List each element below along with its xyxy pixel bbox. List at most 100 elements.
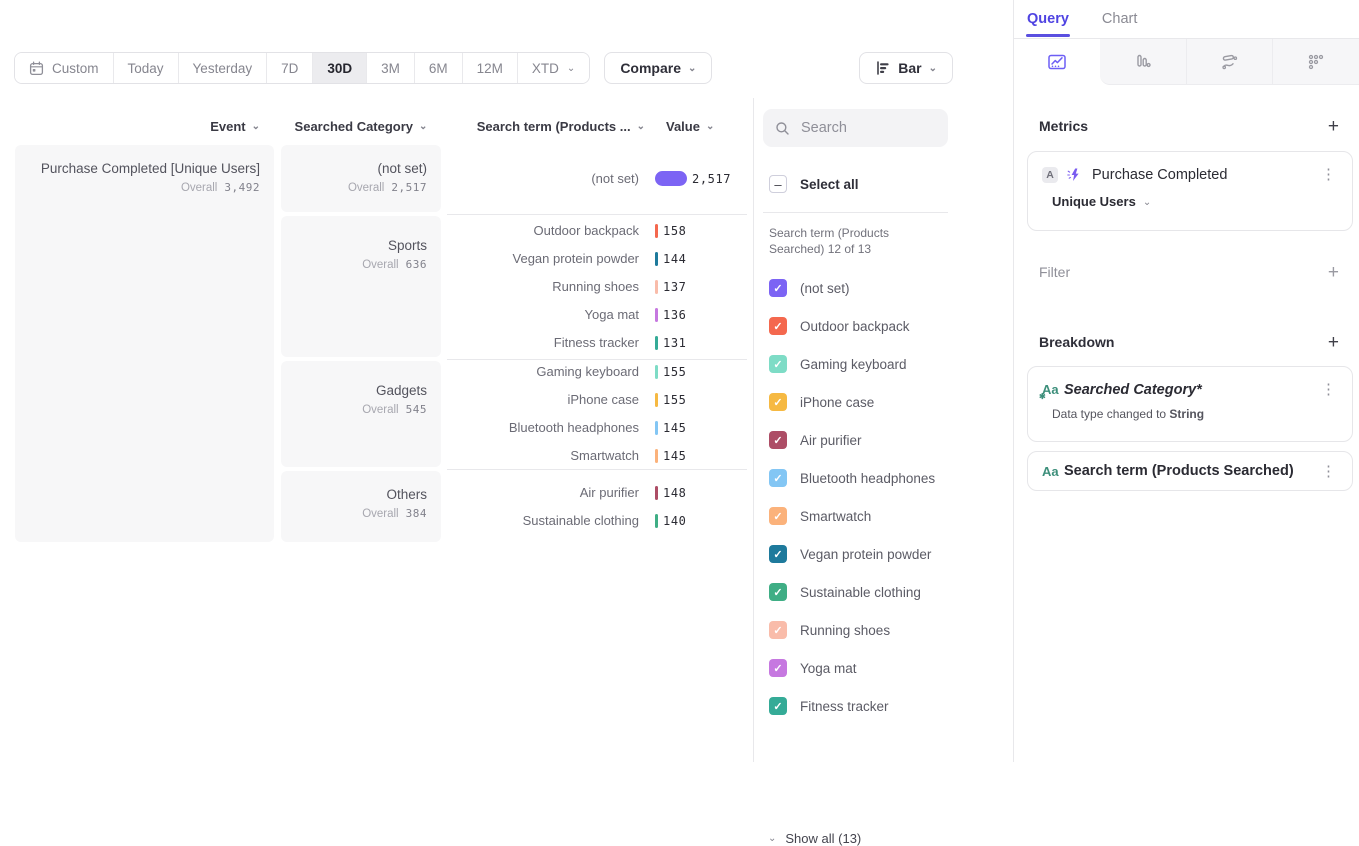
value-bar[interactable] bbox=[655, 335, 658, 350]
select-all-label: Select all bbox=[800, 176, 859, 192]
filter-item-label: Bluetooth headphones bbox=[800, 470, 936, 486]
checkbox-not-set[interactable]: ✓ bbox=[769, 279, 787, 297]
checkbox-yoga-mat[interactable]: ✓ bbox=[769, 659, 787, 677]
category-cell-others[interactable]: Others Overall 384 bbox=[281, 471, 441, 542]
term-row-air-purifier[interactable]: Air purifier bbox=[579, 484, 639, 500]
value-bar[interactable] bbox=[655, 421, 658, 435]
value-bar[interactable] bbox=[655, 393, 658, 407]
value-bar[interactable] bbox=[655, 171, 687, 186]
breakdown-card-searched-category[interactable]: Aa ✱ Searched Category* ⋮ Data type chang… bbox=[1027, 366, 1353, 442]
checkbox-smartwatch[interactable]: ✓ bbox=[769, 507, 787, 525]
date-range-today[interactable]: Today bbox=[113, 53, 179, 83]
filter-item-vegan-protein-powder[interactable]: ✓ Vegan protein powder bbox=[769, 545, 931, 563]
value-bar[interactable] bbox=[655, 223, 658, 238]
checkbox-fitness-tracker[interactable]: ✓ bbox=[769, 697, 787, 715]
view-tab-insights[interactable] bbox=[1014, 39, 1101, 85]
add-metric-button[interactable]: + bbox=[1327, 115, 1339, 137]
flows-icon bbox=[1220, 52, 1240, 72]
value-bar[interactable] bbox=[655, 251, 658, 266]
checkbox-running-shoes[interactable]: ✓ bbox=[769, 621, 787, 639]
date-range-30d[interactable]: 30D bbox=[313, 53, 368, 83]
metric-card[interactable]: A Purchase Completed ⋮ Unique Users ⌄ bbox=[1027, 151, 1353, 231]
filter-item-running-shoes[interactable]: ✓ Running shoes bbox=[769, 621, 890, 639]
compare-button[interactable]: Compare ⌄ bbox=[604, 52, 713, 84]
overall-label: Overall bbox=[362, 508, 399, 520]
column-header-event[interactable]: Event ⌄ bbox=[210, 118, 260, 134]
filter-item-bluetooth-headphones[interactable]: ✓ Bluetooth headphones bbox=[769, 469, 935, 487]
filter-item-smartwatch[interactable]: ✓ Smartwatch bbox=[769, 507, 871, 525]
view-tab-distribution[interactable] bbox=[1100, 39, 1186, 84]
checkbox-bluetooth-headphones[interactable]: ✓ bbox=[769, 469, 787, 487]
select-all-row[interactable]: – Select all bbox=[769, 175, 859, 193]
column-header-searched-category[interactable]: Searched Category ⌄ bbox=[294, 118, 428, 134]
category-cell-sports[interactable]: Sports Overall 636 bbox=[281, 216, 441, 357]
date-range-xtd[interactable]: XTD ⌄ bbox=[517, 53, 590, 83]
term-row-smartwatch[interactable]: Smartwatch bbox=[570, 448, 639, 463]
view-tab-retention[interactable] bbox=[1272, 39, 1359, 84]
tab-query[interactable]: Query bbox=[1026, 11, 1070, 37]
term-row-vegan-protein-powder[interactable]: Vegan protein powder bbox=[512, 250, 639, 266]
term-row-running-shoes[interactable]: Running shoes bbox=[552, 278, 639, 294]
show-all-button[interactable]: ⌄ Show all (13) bbox=[768, 831, 861, 846]
kebab-icon[interactable]: ⋮ bbox=[1321, 462, 1336, 480]
value-bar[interactable] bbox=[655, 279, 658, 294]
checkbox-vegan-protein-powder[interactable]: ✓ bbox=[769, 545, 787, 563]
select-all-checkbox[interactable]: – bbox=[769, 175, 787, 193]
bar-chart-icon bbox=[875, 60, 891, 76]
search-input[interactable] bbox=[799, 119, 933, 137]
filter-item-yoga-mat[interactable]: ✓ Yoga mat bbox=[769, 659, 857, 677]
value-bar[interactable] bbox=[655, 485, 658, 500]
checkbox-sustainable-clothing[interactable]: ✓ bbox=[769, 583, 787, 601]
filter-item-sustainable-clothing[interactable]: ✓ Sustainable clothing bbox=[769, 583, 921, 601]
kebab-icon[interactable]: ⋮ bbox=[1321, 381, 1336, 398]
breakdown-note: Data type changed to String bbox=[1052, 407, 1205, 421]
event-cell[interactable]: Purchase Completed [Unique Users] Overal… bbox=[15, 145, 274, 542]
kebab-icon[interactable]: ⋮ bbox=[1321, 166, 1336, 183]
overall-value: 545 bbox=[405, 403, 427, 416]
aggregation-selector[interactable]: Unique Users ⌄ bbox=[1052, 194, 1352, 209]
date-range-yesterday[interactable]: Yesterday bbox=[178, 53, 268, 83]
checkbox-iphone-case[interactable]: ✓ bbox=[769, 393, 787, 411]
term-row-sustainable-clothing[interactable]: Sustainable clothing bbox=[522, 512, 639, 528]
term-row-not-set[interactable]: (not set) bbox=[591, 170, 639, 186]
search-box[interactable] bbox=[763, 109, 948, 147]
term-row-bluetooth-headphones[interactable]: Bluetooth headphones bbox=[508, 420, 639, 435]
view-tab-flows[interactable] bbox=[1185, 39, 1273, 84]
term-row-gaming-keyboard[interactable]: Gaming keyboard bbox=[536, 364, 639, 379]
filter-item-label: Sustainable clothing bbox=[800, 584, 921, 600]
date-range-custom[interactable]: Custom bbox=[15, 53, 114, 83]
tab-chart[interactable]: Chart bbox=[1101, 11, 1138, 27]
column-header-search-term[interactable]: Search term (Products ... ⌄ bbox=[476, 118, 645, 134]
term-row-outdoor-backpack[interactable]: Outdoor backpack bbox=[533, 222, 639, 238]
chart-type-button[interactable]: Bar ⌄ bbox=[859, 52, 953, 84]
checkbox-air-purifier[interactable]: ✓ bbox=[769, 431, 787, 449]
checkbox-gaming-keyboard[interactable]: ✓ bbox=[769, 355, 787, 373]
filter-item-fitness-tracker[interactable]: ✓ Fitness tracker bbox=[769, 697, 889, 715]
chevron-down-icon: ⌄ bbox=[566, 63, 576, 74]
filter-item-outdoor-backpack[interactable]: ✓ Outdoor backpack bbox=[769, 317, 910, 335]
chevron-down-icon: ⌄ bbox=[928, 63, 937, 74]
add-filter-button[interactable]: + bbox=[1327, 261, 1339, 283]
value-bar[interactable] bbox=[655, 513, 658, 528]
filter-item-air-purifier[interactable]: ✓ Air purifier bbox=[769, 431, 862, 449]
metric-name: Purchase Completed bbox=[1092, 166, 1228, 183]
category-cell-not-set[interactable]: (not set) Overall 2,517 bbox=[281, 145, 441, 212]
value-bar[interactable] bbox=[655, 307, 658, 322]
checkbox-outdoor-backpack[interactable]: ✓ bbox=[769, 317, 787, 335]
filter-item-iphone-case[interactable]: ✓ iPhone case bbox=[769, 393, 874, 411]
column-header-value[interactable]: Value ⌄ bbox=[666, 118, 715, 134]
date-range-7d[interactable]: 7D bbox=[267, 53, 314, 83]
filter-item-not-set[interactable]: ✓ (not set) bbox=[769, 279, 850, 297]
date-range-6m[interactable]: 6M bbox=[414, 53, 463, 83]
date-range-12m[interactable]: 12M bbox=[462, 53, 518, 83]
filter-item-gaming-keyboard[interactable]: ✓ Gaming keyboard bbox=[769, 355, 907, 373]
value-bar[interactable] bbox=[655, 365, 658, 379]
breakdown-card-search-term[interactable]: Aa Search term (Products Searched) ⋮ bbox=[1027, 451, 1353, 491]
term-row-fitness-tracker[interactable]: Fitness tracker bbox=[553, 334, 639, 350]
value-bar[interactable] bbox=[655, 449, 658, 463]
date-range-3m[interactable]: 3M bbox=[367, 53, 415, 83]
term-row-iphone-case[interactable]: iPhone case bbox=[567, 392, 639, 407]
category-cell-gadgets[interactable]: Gadgets Overall 545 bbox=[281, 361, 441, 467]
add-breakdown-button[interactable]: + bbox=[1327, 331, 1339, 353]
term-row-yoga-mat[interactable]: Yoga mat bbox=[584, 306, 639, 322]
